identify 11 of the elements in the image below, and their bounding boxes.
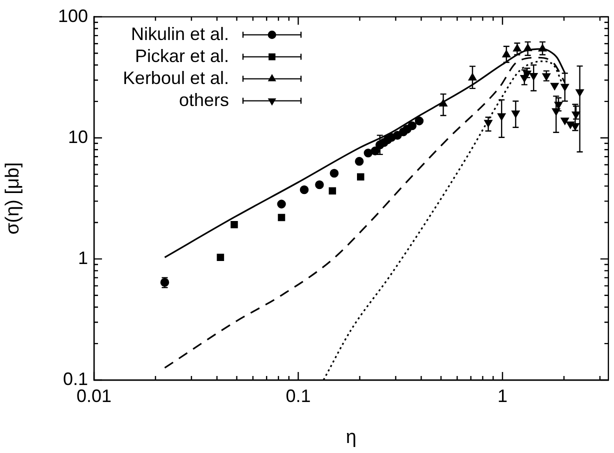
x-tick-label: 1: [497, 386, 508, 406]
y-tick-label: 10: [68, 126, 88, 147]
y-tick-label: 1: [78, 248, 88, 268]
legend-label: others: [178, 90, 229, 110]
legend-label: Nikulin et al.: [130, 24, 229, 44]
y-tick-label: 100: [58, 6, 88, 26]
y-axis-title: σ(η) [μb]: [2, 162, 24, 235]
x-tick-label: 0.1: [286, 386, 311, 406]
legend-label: Kerboul et al.: [122, 68, 229, 88]
legend-label: Pickar et al.: [134, 46, 229, 66]
x-axis-title: η: [346, 426, 356, 448]
